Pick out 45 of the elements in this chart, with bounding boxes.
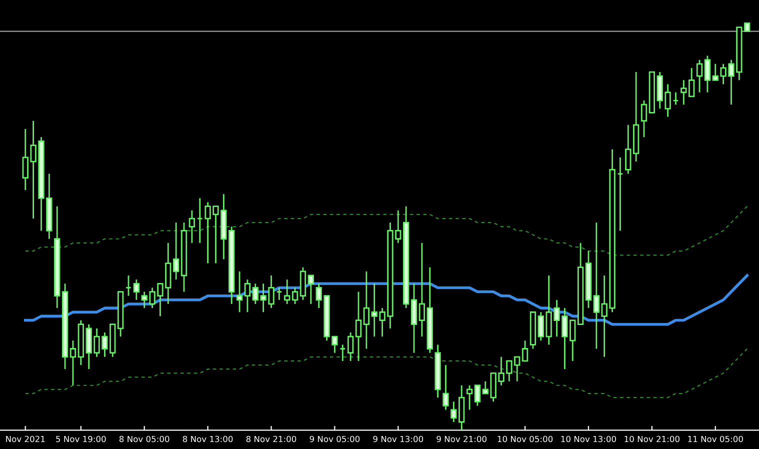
candlestick (355, 291, 362, 362)
candlestick (704, 55, 711, 94)
x-tick-label: 10 Nov 05:00 (498, 436, 553, 442)
x-tick-label: 8 Nov 05:00 (119, 436, 170, 442)
candlestick (466, 384, 473, 410)
x-tick-label: 9 Nov 05:00 (310, 436, 360, 442)
candlestick (514, 356, 520, 382)
candlestick (680, 79, 687, 106)
candlestick (672, 92, 679, 106)
x-tick-label: 11 Nov 05:00 (688, 436, 743, 442)
candlestick (172, 222, 180, 280)
candlestick (347, 332, 354, 362)
candlestick (450, 400, 457, 423)
candlestick (640, 100, 648, 138)
candlestick (188, 210, 196, 244)
x-tick-label: 9 Nov 21:00 (436, 436, 486, 442)
candlestick (474, 384, 481, 406)
candlestick (236, 270, 243, 313)
candlestick (625, 124, 632, 174)
candlestick (196, 197, 203, 244)
x-tick-label: 8 Nov 21:00 (246, 436, 296, 442)
candlestick (70, 340, 76, 386)
candlestick (442, 364, 449, 410)
x-tick-label: 10 Nov 21:00 (624, 436, 680, 442)
candlestick (418, 242, 426, 338)
candlestick (522, 340, 528, 362)
candlestick (276, 287, 282, 301)
candlestick (244, 278, 251, 313)
candlestick (696, 59, 703, 94)
x-tick-label: 9 Nov 13:00 (373, 436, 424, 442)
candlestick (363, 270, 370, 350)
x-tick-label: 8 Nov 13:00 (182, 436, 233, 442)
candlestick (284, 278, 290, 305)
candlestick (308, 274, 314, 305)
candlestick (617, 156, 624, 232)
x-tick-label: 10 Nov 13:00 (561, 436, 616, 442)
candlestick (340, 344, 346, 362)
candlestick (538, 311, 544, 342)
x-tick-label: 5 Nov 19:00 (56, 436, 106, 442)
candlestick (593, 222, 600, 350)
candlestick (292, 287, 298, 305)
candlestick (125, 274, 132, 297)
candlestick (133, 278, 140, 301)
candlestick (688, 67, 695, 98)
x-tick-label: Nov 2021 (6, 436, 45, 442)
